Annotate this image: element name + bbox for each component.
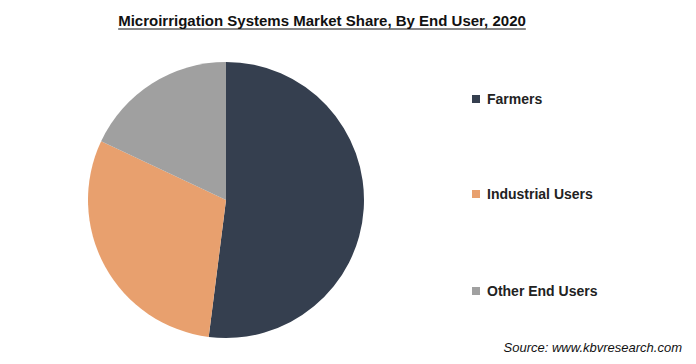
title-underline	[118, 29, 526, 30]
legend-swatch	[472, 190, 480, 198]
legend-label: Other End Users	[487, 283, 598, 299]
pie-slice	[101, 62, 226, 200]
legend-label: Industrial Users	[487, 186, 593, 202]
legend-swatch	[472, 95, 480, 103]
chart: Microirrigation Systems Market Share, By…	[0, 0, 696, 364]
legend-label: Farmers	[487, 91, 542, 107]
legend-swatch	[472, 287, 480, 295]
title: Microirrigation Systems Market Share, By…	[118, 12, 526, 29]
source: Source: www.kbvresearch.com	[504, 340, 683, 355]
pie-slice	[209, 62, 364, 338]
